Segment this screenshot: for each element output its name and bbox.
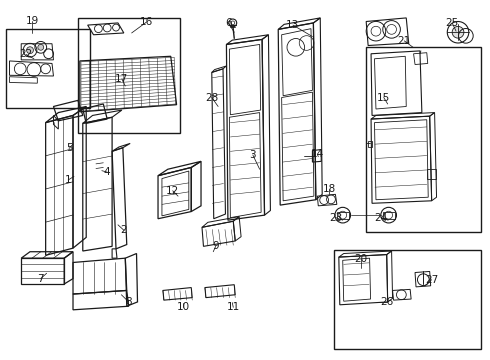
Text: 25: 25 [445,18,459,28]
Text: 2: 2 [121,225,127,235]
Text: 12: 12 [166,186,179,196]
Text: 9: 9 [212,241,219,251]
Text: 24: 24 [374,213,388,222]
Text: 6: 6 [225,18,232,28]
Text: 17: 17 [115,74,128,84]
Text: 3: 3 [249,150,256,160]
Circle shape [452,26,464,38]
Text: 14: 14 [311,149,324,159]
Text: 19: 19 [25,17,39,27]
Text: 22: 22 [20,49,33,59]
Text: 26: 26 [380,297,393,307]
Text: 23: 23 [329,213,343,222]
Text: 15: 15 [377,93,391,103]
Text: 27: 27 [425,275,438,285]
Text: 7: 7 [37,274,44,284]
Bar [334,250,482,349]
Text: 21: 21 [398,36,411,46]
Text: 10: 10 [177,302,190,312]
Text: 8: 8 [125,297,132,307]
Text: 11: 11 [227,302,240,312]
Text: 13: 13 [286,20,299,30]
Bar [427,168,436,179]
Bar [366,46,482,232]
Text: 18: 18 [322,184,336,194]
Bar [5,29,90,108]
Text: 1: 1 [65,175,72,185]
Text: 20: 20 [355,254,368,264]
Circle shape [26,47,33,54]
Text: 5: 5 [66,143,73,153]
Bar [78,18,179,134]
Text: 16: 16 [140,17,153,27]
Text: 28: 28 [205,93,219,103]
Circle shape [38,44,44,50]
Text: 4: 4 [104,167,111,177]
